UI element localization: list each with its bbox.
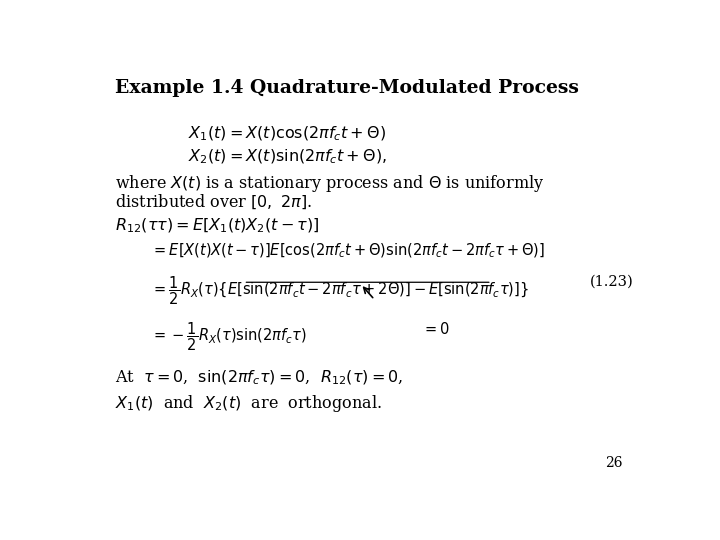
Text: $X_1(t) = X(t)\cos(2\pi f_c t + \Theta)$: $X_1(t) = X(t)\cos(2\pi f_c t + \Theta)$: [188, 125, 386, 144]
Text: $X_2(t) = X(t)\sin(2\pi f_c t + \Theta),$: $X_2(t) = X(t)\sin(2\pi f_c t + \Theta),…: [188, 148, 387, 166]
Text: 26: 26: [606, 456, 623, 470]
Text: $X_1(t)$  and  $X_2(t)$  are  orthogonal.: $X_1(t)$ and $X_2(t)$ are orthogonal.: [115, 393, 382, 414]
Text: At  $\tau = 0$,  $\sin(2\pi f_c\tau) = 0$,  $R_{12}(\tau) = 0$,: At $\tau = 0$, $\sin(2\pi f_c\tau) = 0$,…: [115, 368, 403, 387]
Text: (1.23): (1.23): [590, 275, 633, 289]
Text: distributed over $[0,\ 2\pi]$.: distributed over $[0,\ 2\pi]$.: [115, 193, 312, 211]
Text: $= -\dfrac{1}{2}R_X(\tau)\sin(2\pi f_c\tau)$: $= -\dfrac{1}{2}R_X(\tau)\sin(2\pi f_c\t…: [151, 321, 307, 353]
Text: Example 1.4 Quadrature-Modulated Process: Example 1.4 Quadrature-Modulated Process: [115, 79, 579, 97]
Text: $= \dfrac{1}{2}R_X(\tau)\left\{E\left[\sin(2\pi f_c t - 2\pi f_c\tau + 2\Theta)\: $= \dfrac{1}{2}R_X(\tau)\left\{E\left[\s…: [151, 275, 529, 307]
Text: where $X(t)$ is a stationary process and $\Theta$ is uniformly: where $X(t)$ is a stationary process and…: [115, 173, 544, 194]
Text: $R_{12}(\tau\tau) = E\left[X_1(t)X_2(t-\tau)\right]$: $R_{12}(\tau\tau) = E\left[X_1(t)X_2(t-\…: [115, 217, 320, 235]
Text: $= 0$: $= 0$: [422, 321, 450, 336]
Text: $= E\left[X(t)X(t-\tau)\right]E\left[\cos(2\pi f_c t+\Theta)\sin(2\pi f_c t - 2\: $= E\left[X(t)X(t-\tau)\right]E\left[\co…: [151, 241, 545, 260]
